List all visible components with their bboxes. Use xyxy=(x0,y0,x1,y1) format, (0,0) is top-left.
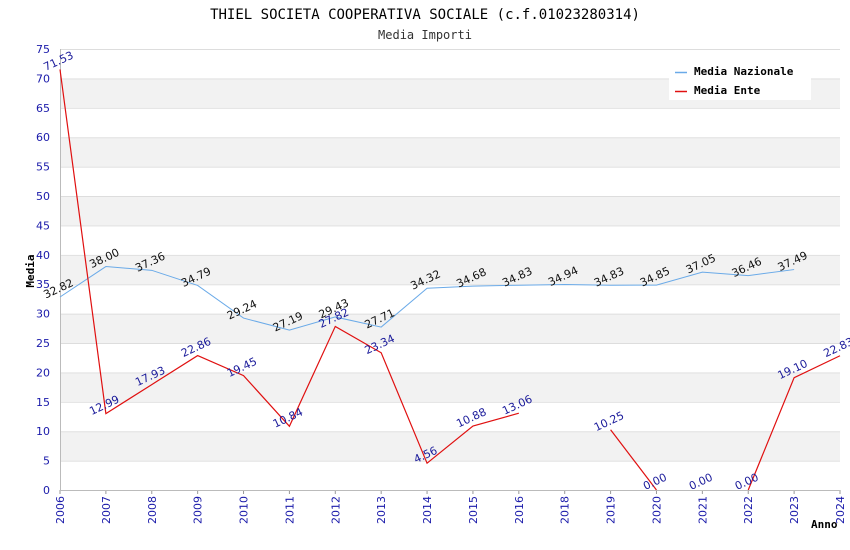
y-tick-label: 35 xyxy=(36,278,50,291)
x-tick-label: 2018 xyxy=(559,496,572,524)
x-axis-label: Anno xyxy=(811,518,838,531)
chart-subtitle: Media Importi xyxy=(378,28,472,42)
y-axis-ticks: 0 5 10 15 20 25 30 35 40 45 50 55 60 65 70 75 xyxy=(36,43,50,497)
x-tick-label: 2021 xyxy=(696,496,709,524)
y-tick-label: 55 xyxy=(36,161,50,174)
y-tick-label: 20 xyxy=(36,366,50,379)
legend-box xyxy=(669,58,811,100)
x-tick-label: 2006 xyxy=(54,496,67,524)
grid-bands xyxy=(60,49,840,490)
x-tick-label: 2013 xyxy=(375,496,388,524)
x-tick-label: 2015 xyxy=(467,496,480,524)
series-line-media-ente xyxy=(59,69,519,465)
y-tick-label: 30 xyxy=(36,308,50,321)
y-tick-label: 25 xyxy=(36,337,50,350)
x-tick-label: 2019 xyxy=(605,496,618,524)
grid-band xyxy=(60,431,840,461)
x-tick-label: 2008 xyxy=(146,496,159,524)
x-tick-label: 2022 xyxy=(742,496,755,524)
grid-band xyxy=(60,284,840,314)
y-tick-label: 60 xyxy=(36,131,50,144)
x-axis-ticks: 2006 2007 2008 2009 2010 2011 2012 2013 2014 2015… xyxy=(54,490,847,524)
y-tick-label: 15 xyxy=(36,396,50,409)
y-axis-label: Media xyxy=(24,254,37,287)
y-tick-label: 5 xyxy=(43,455,50,468)
y-tick-label: 65 xyxy=(36,102,50,115)
x-tick-label: 2010 xyxy=(238,496,251,524)
y-tick-label: 45 xyxy=(36,219,50,232)
grid-band xyxy=(60,254,840,285)
legend: Media Nazionale Media Ente xyxy=(669,58,811,100)
grid-band xyxy=(60,401,840,432)
series-lines xyxy=(59,69,841,491)
x-tick-label: 2007 xyxy=(100,496,113,524)
grid-band xyxy=(60,460,840,490)
grid-band xyxy=(60,372,840,402)
legend-label-media-nazionale: Media Nazionale xyxy=(694,65,794,78)
y-tick-label: 40 xyxy=(36,249,50,262)
series-line-media-ente xyxy=(610,429,657,491)
grid-band xyxy=(60,137,840,167)
legend-label-media-ente: Media Ente xyxy=(694,84,761,97)
y-tick-label: 75 xyxy=(36,43,50,56)
x-tick-label: 2014 xyxy=(421,496,434,524)
grid-band xyxy=(60,107,840,138)
grid-band xyxy=(60,313,840,343)
series-line-media-nazionale xyxy=(59,266,795,331)
y-tick-label: 50 xyxy=(36,190,50,203)
x-tick-label: 2023 xyxy=(788,496,801,524)
x-tick-label: 2011 xyxy=(283,496,296,524)
y-tick-label: 0 xyxy=(43,484,50,497)
chart-title: THIEL SOCIETA COOPERATIVA SOCIALE (c.f.0… xyxy=(210,7,640,23)
grid-band xyxy=(60,196,840,226)
x-tick-label: 2020 xyxy=(650,496,663,524)
x-tick-label: 2009 xyxy=(192,496,205,524)
y-tick-label: 10 xyxy=(36,425,50,438)
x-tick-label: 2024 xyxy=(834,496,847,524)
x-tick-label: 2012 xyxy=(329,496,342,524)
grid-band xyxy=(60,225,840,255)
grid-band xyxy=(60,166,840,196)
grid-band xyxy=(60,343,840,373)
series-line-media-ente xyxy=(747,355,841,491)
x-tick-label: 2016 xyxy=(513,496,526,524)
y-tick-label: 70 xyxy=(36,72,50,85)
